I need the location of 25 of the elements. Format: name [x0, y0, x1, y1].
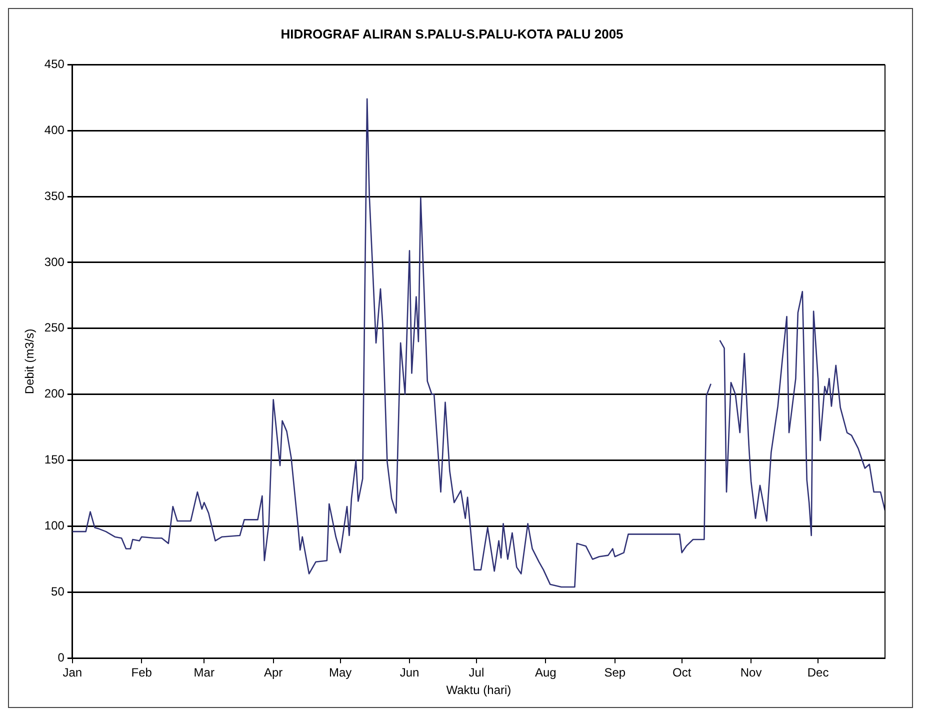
- x-tick-label: Feb: [131, 666, 152, 680]
- x-axis-title: Waktu (hari): [446, 683, 512, 698]
- y-axis-title: Debit (m3/s): [22, 328, 37, 394]
- y-tick-label: 200: [44, 386, 65, 401]
- x-tick-label: Apr: [264, 666, 283, 680]
- y-tick-label: 0: [58, 650, 65, 665]
- x-tick-label: Jan: [62, 666, 82, 680]
- y-tick-label: 50: [51, 584, 65, 599]
- y-tick-label: 350: [44, 188, 65, 203]
- x-tick-label: Mar: [194, 666, 214, 680]
- x-tick-label: May: [328, 666, 352, 680]
- x-tick-label: Jul: [468, 666, 484, 680]
- y-tick-label: 300: [44, 254, 65, 269]
- x-tick-label: Dec: [807, 666, 829, 680]
- x-tick-label: Aug: [535, 666, 556, 680]
- x-tick-label: Nov: [740, 666, 762, 680]
- x-tick-label: Oct: [672, 666, 692, 680]
- y-tick-label: 400: [44, 122, 65, 137]
- y-tick-label: 450: [44, 56, 65, 71]
- x-tick-label: Jun: [400, 666, 420, 680]
- y-tick-label: 250: [44, 320, 65, 335]
- x-tick-label: Sep: [604, 666, 626, 680]
- y-tick-label: 150: [44, 452, 65, 467]
- chart-title: HIDROGRAF ALIRAN S.PALU-S.PALU-KOTA PALU 2005: [280, 26, 624, 42]
- y-tick-label: 100: [44, 518, 65, 533]
